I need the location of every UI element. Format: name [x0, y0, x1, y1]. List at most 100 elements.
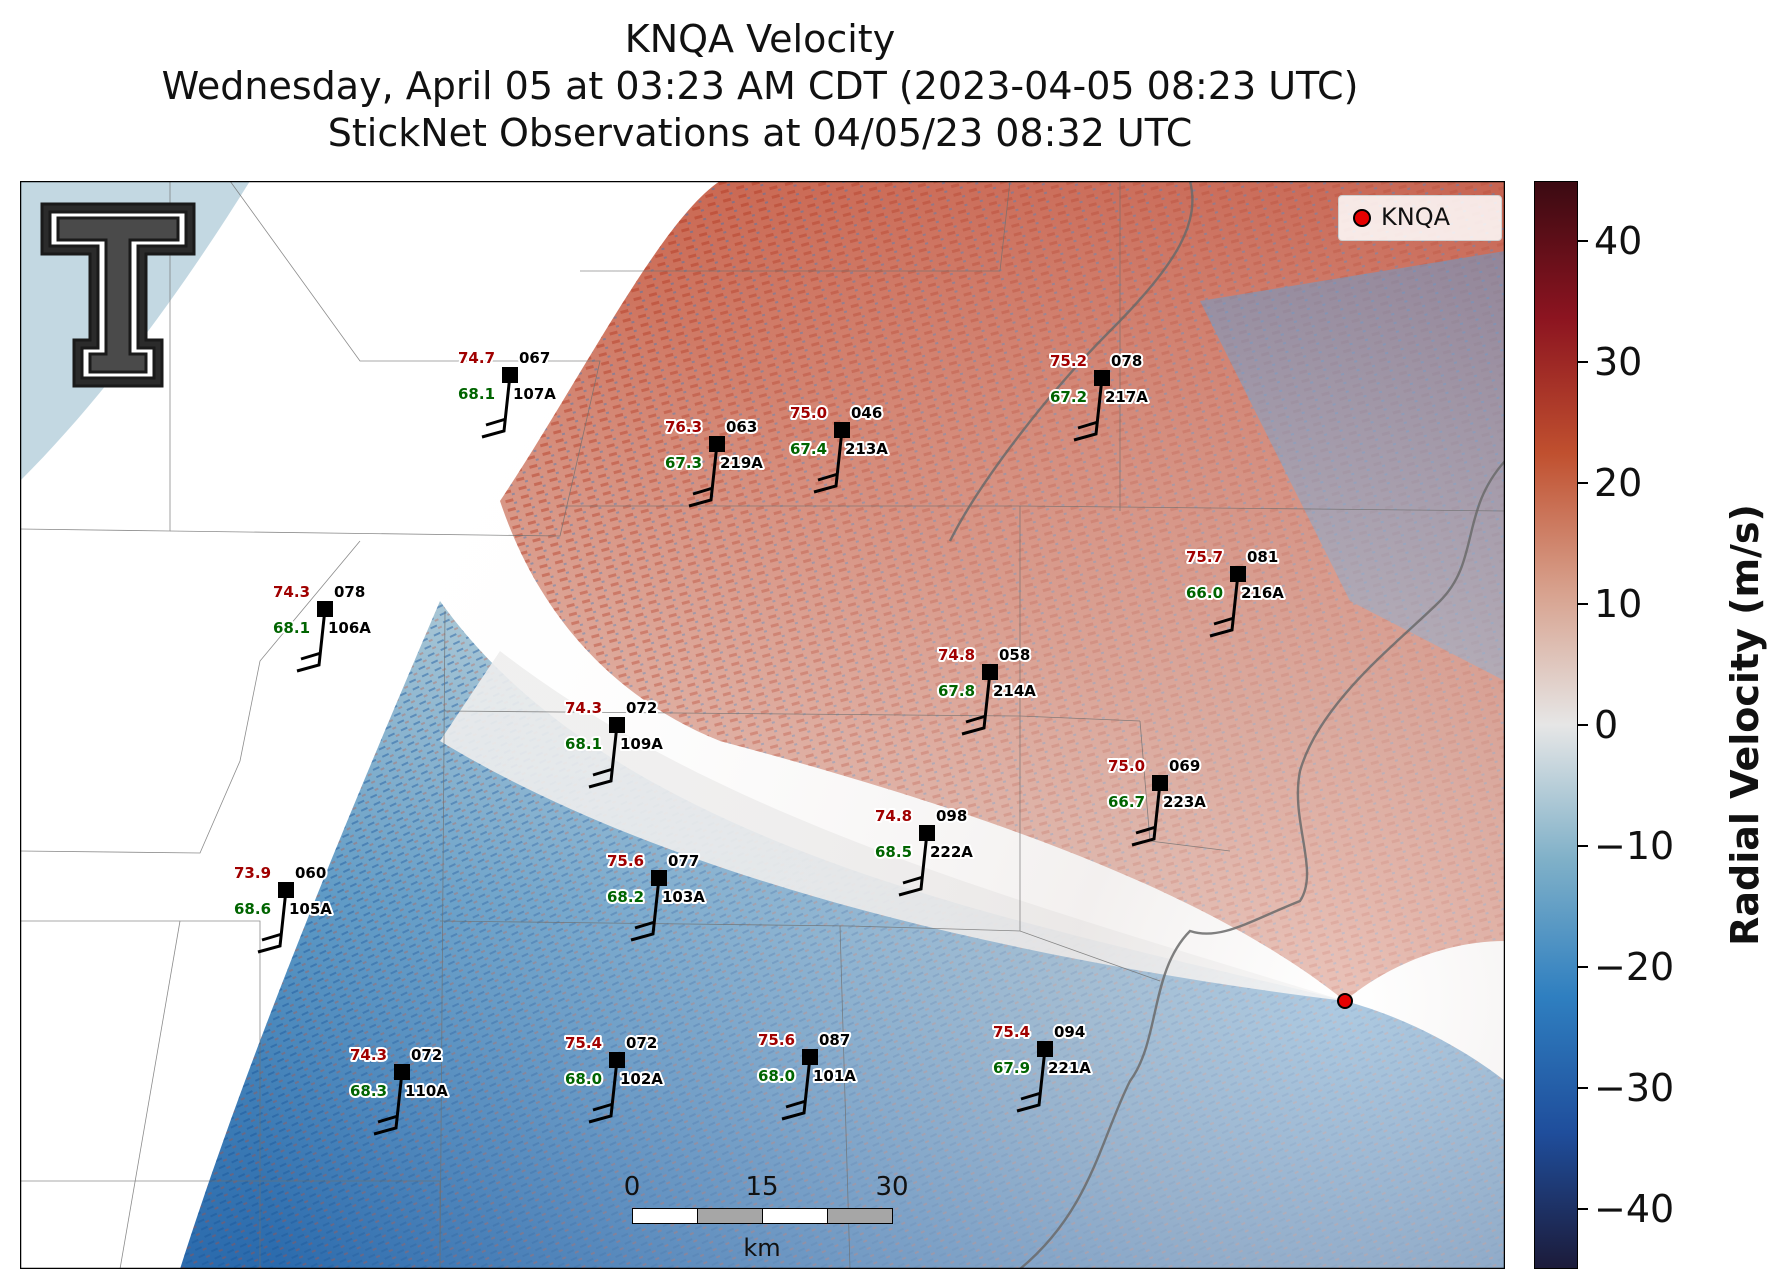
station-id: 109A: [620, 735, 663, 753]
station-dewpoint: 68.0: [758, 1067, 795, 1085]
station-dewpoint: 67.9: [993, 1059, 1030, 1077]
station-plot[interactable]: 75.6 087 68.0 101A: [756, 1029, 858, 1121]
legend-radar-label: KNQA: [1381, 203, 1450, 231]
station-dewpoint: 67.2: [1050, 388, 1087, 406]
colorbar-tick: [1578, 844, 1588, 847]
wind-barb-flag: [634, 920, 656, 930]
station-dewpoint: 67.4: [790, 440, 827, 458]
wind-barb: [588, 1059, 619, 1124]
wind-barb-flag: [592, 767, 614, 777]
station-wind-direction: 094: [1054, 1023, 1085, 1041]
station-wind-direction: 072: [626, 1034, 657, 1052]
colorbar-tick-label: 0: [1594, 703, 1619, 747]
wind-barb: [373, 1071, 404, 1136]
station-id: 214A: [993, 682, 1036, 700]
colorbar-tick-label: −30: [1594, 1065, 1675, 1110]
wind-barb: [296, 608, 327, 673]
colorbar-tick: [1578, 1086, 1588, 1089]
colorbar-tick: [1578, 965, 1588, 968]
station-plot[interactable]: 74.3 078 68.1 106A: [271, 581, 373, 673]
station-dewpoint: 66.7: [1108, 793, 1145, 811]
station-dewpoint: 68.2: [607, 888, 644, 906]
radar-map[interactable]: 74.7 067 68.1 107A 76.3 063 67.3 219A 75.0 046 67.…: [20, 181, 1505, 1269]
wind-barb-flag: [592, 1102, 614, 1112]
station-plot[interactable]: 76.3 063 67.3 219A: [663, 416, 765, 508]
station-temperature: 76.3: [665, 418, 702, 436]
wind-barb-flag: [1020, 1091, 1042, 1101]
station-dewpoint: 68.1: [458, 385, 495, 403]
wind-barb: [630, 877, 661, 942]
scale-segment: [827, 1208, 893, 1224]
wind-barb: [898, 832, 929, 897]
station-plot[interactable]: 75.0 046 67.4 213A: [788, 402, 890, 494]
colorbar-tick: [1578, 1207, 1588, 1210]
colorbar-tick: [1578, 603, 1588, 606]
station-id: 217A: [1105, 388, 1148, 406]
station-plot[interactable]: 75.7 081 66.0 216A: [1184, 546, 1286, 638]
station-plot[interactable]: 75.4 072 68.0 102A: [563, 1032, 665, 1124]
station-plot[interactable]: 74.3 072 68.3 110A: [348, 1044, 450, 1136]
velocity-colorbar: [1534, 181, 1578, 1269]
wind-barb-flag: [485, 417, 507, 427]
station-plot[interactable]: 75.2 078 67.2 217A: [1048, 350, 1150, 442]
scale-label-30: 30: [875, 1172, 909, 1202]
wind-barb-flag: [785, 1099, 807, 1109]
station-wind-direction: 069: [1169, 757, 1200, 775]
station-dewpoint: 68.3: [350, 1082, 387, 1100]
station-temperature: 75.7: [1186, 548, 1223, 566]
station-wind-direction: 058: [999, 646, 1030, 664]
colorbar-tick-label: −20: [1594, 944, 1675, 989]
station-dewpoint: 68.0: [565, 1070, 602, 1088]
station-id: 223A: [1163, 793, 1206, 811]
scale-segment: [632, 1208, 698, 1224]
station-plot[interactable]: 73.9 060 68.6 105A: [232, 862, 334, 954]
station-plot[interactable]: 75.6 077 68.2 103A: [605, 850, 707, 942]
station-dewpoint: 67.8: [938, 682, 975, 700]
wind-barb-flag: [692, 486, 714, 496]
station-temperature: 73.9: [234, 864, 271, 882]
station-temperature: 74.3: [350, 1046, 387, 1064]
station-wind-direction: 087: [819, 1031, 850, 1049]
station-temperature: 75.0: [1108, 757, 1145, 775]
station-id: 102A: [620, 1070, 663, 1088]
station-plot[interactable]: 74.8 098 68.5 222A: [873, 805, 975, 897]
station-dewpoint: 68.1: [565, 735, 602, 753]
station-temperature: 75.6: [758, 1031, 795, 1049]
station-plot[interactable]: 74.3 072 68.1 109A: [563, 697, 665, 789]
station-wind-direction: 060: [295, 864, 326, 882]
station-plot[interactable]: 75.0 069 66.7 223A: [1106, 755, 1208, 847]
distance-scale-bar: 0 15 30 km: [624, 1172, 909, 1268]
station-plot[interactable]: 74.8 058 67.8 214A: [936, 644, 1038, 736]
wind-barb-flag: [1077, 420, 1099, 430]
station-id: 216A: [1241, 584, 1284, 602]
radar-site-marker[interactable]: [1337, 993, 1353, 1009]
station-wind-direction: 046: [851, 404, 882, 422]
station-dewpoint: 68.6: [234, 900, 271, 918]
wind-barb: [588, 724, 619, 789]
station-wind-direction: 078: [1111, 352, 1142, 370]
station-id: 106A: [328, 619, 371, 637]
station-temperature: 74.3: [273, 583, 310, 601]
station-plot[interactable]: 75.4 094 67.9 221A: [991, 1021, 1093, 1113]
station-plot[interactable]: 74.7 067 68.1 107A: [456, 347, 558, 439]
station-dewpoint: 66.0: [1186, 584, 1223, 602]
station-temperature: 75.6: [607, 852, 644, 870]
wind-barb-flag: [1213, 616, 1235, 626]
station-id: 221A: [1048, 1059, 1091, 1077]
wind-barb: [257, 889, 288, 954]
station-wind-direction: 098: [936, 807, 967, 825]
station-dewpoint: 68.1: [273, 619, 310, 637]
wind-barb: [781, 1056, 812, 1121]
station-temperature: 75.4: [993, 1023, 1030, 1041]
colorbar-tick: [1578, 482, 1588, 485]
station-wind-direction: 077: [668, 852, 699, 870]
station-temperature: 75.0: [790, 404, 827, 422]
wind-barb: [1073, 377, 1104, 442]
station-temperature: 74.3: [565, 699, 602, 717]
wind-barb: [481, 374, 512, 439]
station-wind-direction: 072: [411, 1046, 442, 1064]
colorbar-tick-label: −10: [1594, 823, 1675, 868]
station-id: 213A: [845, 440, 888, 458]
wind-barb: [1131, 782, 1162, 847]
map-legend: KNQA: [1338, 195, 1502, 241]
